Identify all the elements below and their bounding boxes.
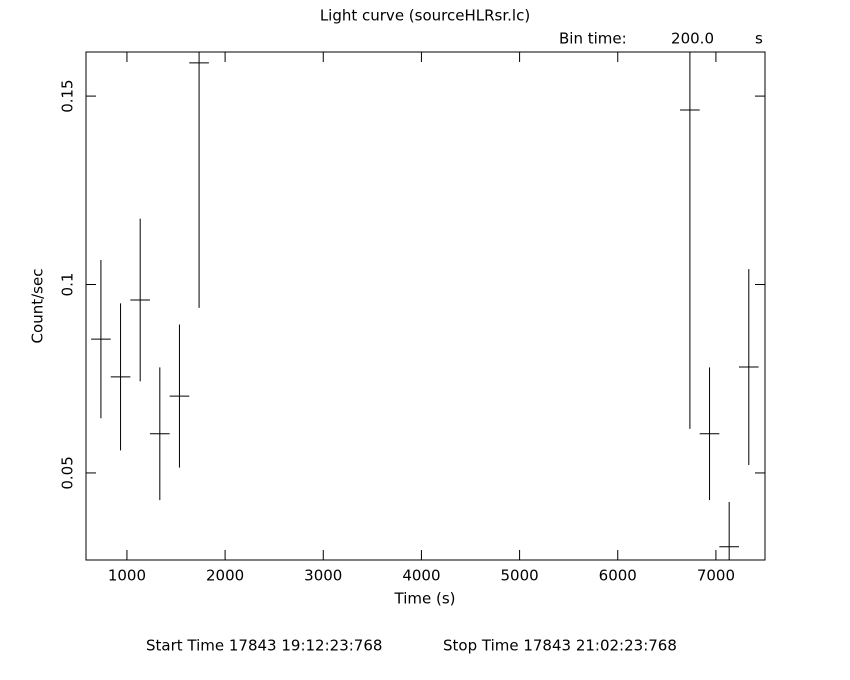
x-tick-label: 4000 [402, 567, 440, 585]
y-tick-label: 0.15 [59, 79, 77, 112]
y-tick-label: 0.1 [59, 273, 77, 297]
stop-time: Stop Time 17843 21:02:23:768 [443, 637, 677, 655]
x-tick-label: 1000 [108, 567, 146, 585]
data-layer [91, 52, 759, 560]
chart-title: Light curve (sourceHLRsr.lc) [320, 7, 530, 25]
x-tick-label: 3000 [304, 567, 342, 585]
x-tick-label: 2000 [206, 567, 244, 585]
bin-time-label: Bin time: [559, 30, 627, 48]
y-tick-label: 0.05 [59, 456, 77, 489]
bin-time-unit: s [755, 30, 763, 48]
x-tick-label: 5000 [500, 567, 538, 585]
x-tick-label: 7000 [697, 567, 735, 585]
x-axis-label: Time (s) [394, 590, 456, 608]
plot-frame [85, 51, 766, 561]
x-tick-label: 6000 [599, 567, 637, 585]
y-axis-label: Count/sec [29, 269, 47, 344]
start-time: Start Time 17843 19:12:23:768 [146, 637, 382, 655]
bin-time: 200.0 [671, 30, 714, 48]
